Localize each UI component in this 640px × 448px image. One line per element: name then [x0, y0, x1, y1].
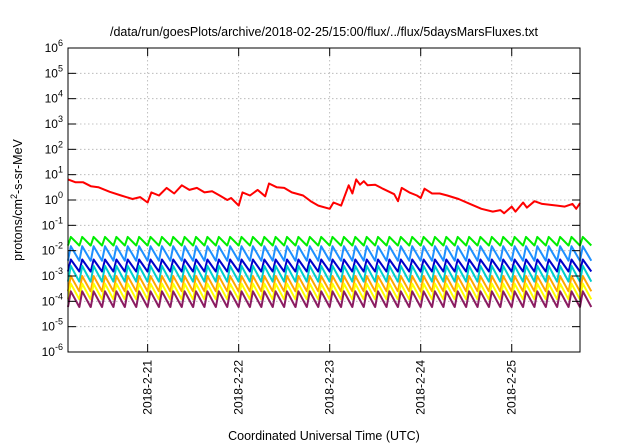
y-tick-label: 10-5 [42, 317, 63, 334]
y-tick-label: 10-3 [42, 266, 63, 283]
series-line-3 [67, 245, 593, 262]
y-axis-title: protons/cm2-s-sr-MeV [9, 138, 25, 260]
chart-title: /data/run/goesPlots/archive/2018-02-25/1… [110, 25, 539, 39]
series-line-1 [67, 178, 581, 215]
x-axis-title: Coordinated Universal Time (UTC) [228, 429, 420, 443]
x-tick-label: 2018-2-22 [232, 360, 246, 415]
y-tick-label: 10-4 [42, 291, 63, 308]
x-tick-label: 2018-2-23 [323, 360, 337, 415]
y-tick-label: 10-6 [42, 342, 63, 359]
y-tick-label: 10-1 [42, 215, 63, 232]
y-tick-label: 106 [45, 38, 63, 55]
y-tick-labels: 10-6 10-5 10-4 10-3 10-2 10-1 100 101 102 103 104 1… [42, 38, 63, 359]
x-tick-label: 2018-2-21 [141, 360, 155, 415]
y-tick-label: 102 [45, 139, 63, 156]
y-tick-label: 103 [45, 114, 63, 131]
x-tick-label: 2018-2-24 [414, 360, 428, 415]
series-line-4 [67, 258, 593, 273]
series-line-7 [67, 282, 593, 301]
x-tick-labels: 2018-2-21 2018-2-22 2018-2-23 2018-2-24 2018… [141, 360, 519, 415]
series-line-2 [67, 235, 593, 247]
plot-area [67, 178, 593, 308]
series-line-6 [67, 275, 593, 293]
y-tick-label: 10-2 [42, 241, 63, 258]
series-line-5 [67, 264, 593, 283]
series-line-8 [67, 290, 593, 308]
x-tick-label: 2018-2-25 [505, 360, 519, 415]
y-tick-label: 104 [45, 89, 63, 106]
y-tick-label: 100 [45, 190, 63, 207]
y-tick-label: 105 [45, 63, 63, 80]
axis-ticks [68, 47, 580, 353]
y-tick-label: 101 [45, 165, 63, 182]
